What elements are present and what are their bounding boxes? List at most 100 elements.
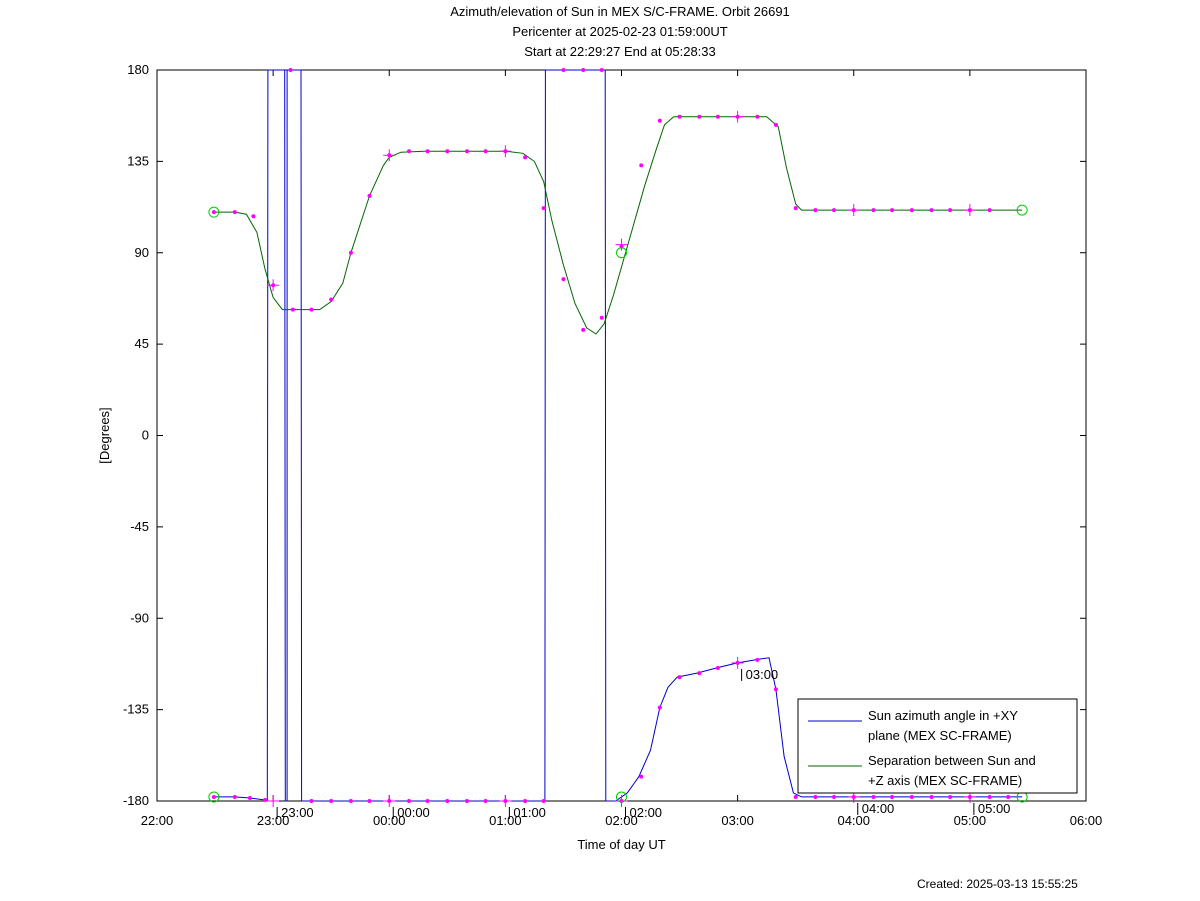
- hour-annotation-label: 00:00: [397, 805, 430, 820]
- series-2-marker: [793, 206, 798, 211]
- series-line-2: [213, 116, 1023, 335]
- series-2-marker: [483, 149, 488, 154]
- series-2-marker: [367, 193, 372, 198]
- series-2-marker: [813, 208, 818, 213]
- y-tick-label: -135: [123, 702, 149, 717]
- series-2-marker: [581, 327, 586, 332]
- series-2-marker: [561, 277, 566, 282]
- series-1-marker: [288, 68, 293, 72]
- hour-annotation-label: 03:00: [746, 667, 779, 682]
- legend-box: [797, 698, 1078, 794]
- series-2-marker: [890, 208, 895, 213]
- series-1-marker: [581, 68, 586, 72]
- y-axis-label: [Degrees]: [97, 407, 112, 463]
- series-2-marker: [987, 208, 992, 213]
- y-tick-label: -45: [130, 519, 149, 534]
- series-1-marker: [425, 799, 430, 803]
- series-1-marker: [348, 799, 353, 803]
- series-1-marker: [715, 665, 720, 670]
- x-tick-label: 22:00: [141, 813, 174, 828]
- chart-time-range-line: Start at 22:29:27 End at 05:28:33: [524, 44, 716, 59]
- series-1-marker: [367, 799, 372, 803]
- y-tick-label: 0: [142, 428, 149, 443]
- series-2-marker: [755, 114, 760, 119]
- plot-frame: [156, 69, 1087, 802]
- series-2-marker: [425, 149, 430, 154]
- series-1-marker: [329, 799, 334, 803]
- series-2-marker: [599, 315, 604, 320]
- series-2-marker: [541, 206, 546, 211]
- series-1-marker: [639, 774, 644, 779]
- series-1-marker: [232, 794, 237, 799]
- x-tick-label: 00:00: [373, 813, 406, 828]
- series-1-marker: [406, 799, 411, 803]
- x-tick-label: 23:00: [257, 813, 290, 828]
- endpoint-circle: [208, 791, 220, 803]
- y-tick-label: 180: [127, 62, 149, 77]
- series-1-marker: [657, 705, 662, 710]
- series-2-marker: [445, 149, 450, 154]
- endpoint-circle: [616, 791, 627, 803]
- series-2-marker: [871, 208, 876, 213]
- y-tick-label: -180: [123, 793, 149, 808]
- series-2-marker: [348, 250, 353, 255]
- legend-label-2: +Z axis (MEX SC-FRAME): [868, 773, 1022, 788]
- series-2-marker: [309, 307, 314, 312]
- chart-pericenter-line: Pericenter at 2025-02-23 01:59:00UT: [512, 24, 728, 39]
- hour-annotation-label: 05:00: [978, 801, 1011, 816]
- series-1-marker: [483, 799, 488, 803]
- series-2-marker: [697, 114, 702, 119]
- series-1-marker: [677, 675, 682, 680]
- chart-title: Azimuth/elevation of Sun in MEX S/C-FRAM…: [450, 4, 790, 19]
- series-1-marker: [755, 657, 760, 662]
- series-2-marker: [715, 114, 720, 119]
- series-1-marker: [247, 795, 252, 800]
- hour-annotation-label: 04:00: [862, 801, 895, 816]
- x-axis-label: Time of day UT: [577, 837, 665, 852]
- y-tick-label: -90: [130, 610, 149, 625]
- x-tick-label: 03:00: [721, 813, 754, 828]
- series-1-marker: [697, 671, 702, 676]
- series-1-marker: [832, 794, 837, 799]
- series-1-marker: [813, 794, 818, 799]
- series-2-marker: [290, 307, 295, 312]
- series-1-marker: [445, 799, 450, 803]
- series-2-marker: [523, 155, 528, 160]
- series-1-marker: [465, 799, 470, 803]
- series-2-marker: [832, 208, 837, 213]
- series-1-marker: [309, 799, 314, 803]
- x-tick-label: 02:00: [605, 813, 638, 828]
- series-2-marker: [251, 214, 256, 219]
- legend-label-1: Sun azimuth angle in +XY: [868, 708, 1018, 723]
- series-2-marker: [773, 122, 778, 127]
- series-2-marker: [406, 149, 411, 154]
- endpoint-circle: [208, 206, 220, 218]
- series-2-marker: [465, 149, 470, 154]
- x-tick-label: 04:00: [837, 813, 870, 828]
- endpoint-circle: [616, 247, 627, 259]
- series-1-marker: [890, 794, 895, 799]
- series-1-marker: [773, 687, 778, 692]
- y-tick-label: 135: [127, 153, 149, 168]
- series-1-marker: [561, 68, 566, 72]
- series-1-marker: [987, 794, 992, 799]
- series-2-marker: [639, 163, 644, 168]
- series-1-marker: [948, 794, 953, 799]
- x-tick-label: 01:00: [489, 813, 522, 828]
- hour-annotation-label: 01:00: [513, 805, 546, 820]
- series-2-marker: [948, 208, 953, 213]
- series-2-marker: [929, 208, 934, 213]
- series-1-marker: [599, 68, 604, 72]
- hour-annotation-label: 23:00: [281, 805, 314, 820]
- series-2-marker: [657, 118, 662, 123]
- series-1-marker: [211, 794, 216, 799]
- y-tick-label: 45: [135, 336, 149, 351]
- x-tick-label: 05:00: [954, 813, 987, 828]
- series-2-marker: [677, 114, 682, 119]
- series-2-marker: [232, 210, 237, 215]
- series-line-1: [213, 69, 1023, 802]
- x-tick-label: 06:00: [1070, 813, 1103, 828]
- series-1-marker: [1006, 794, 1011, 799]
- legend-label-2: Separation between Sun and: [868, 753, 1036, 768]
